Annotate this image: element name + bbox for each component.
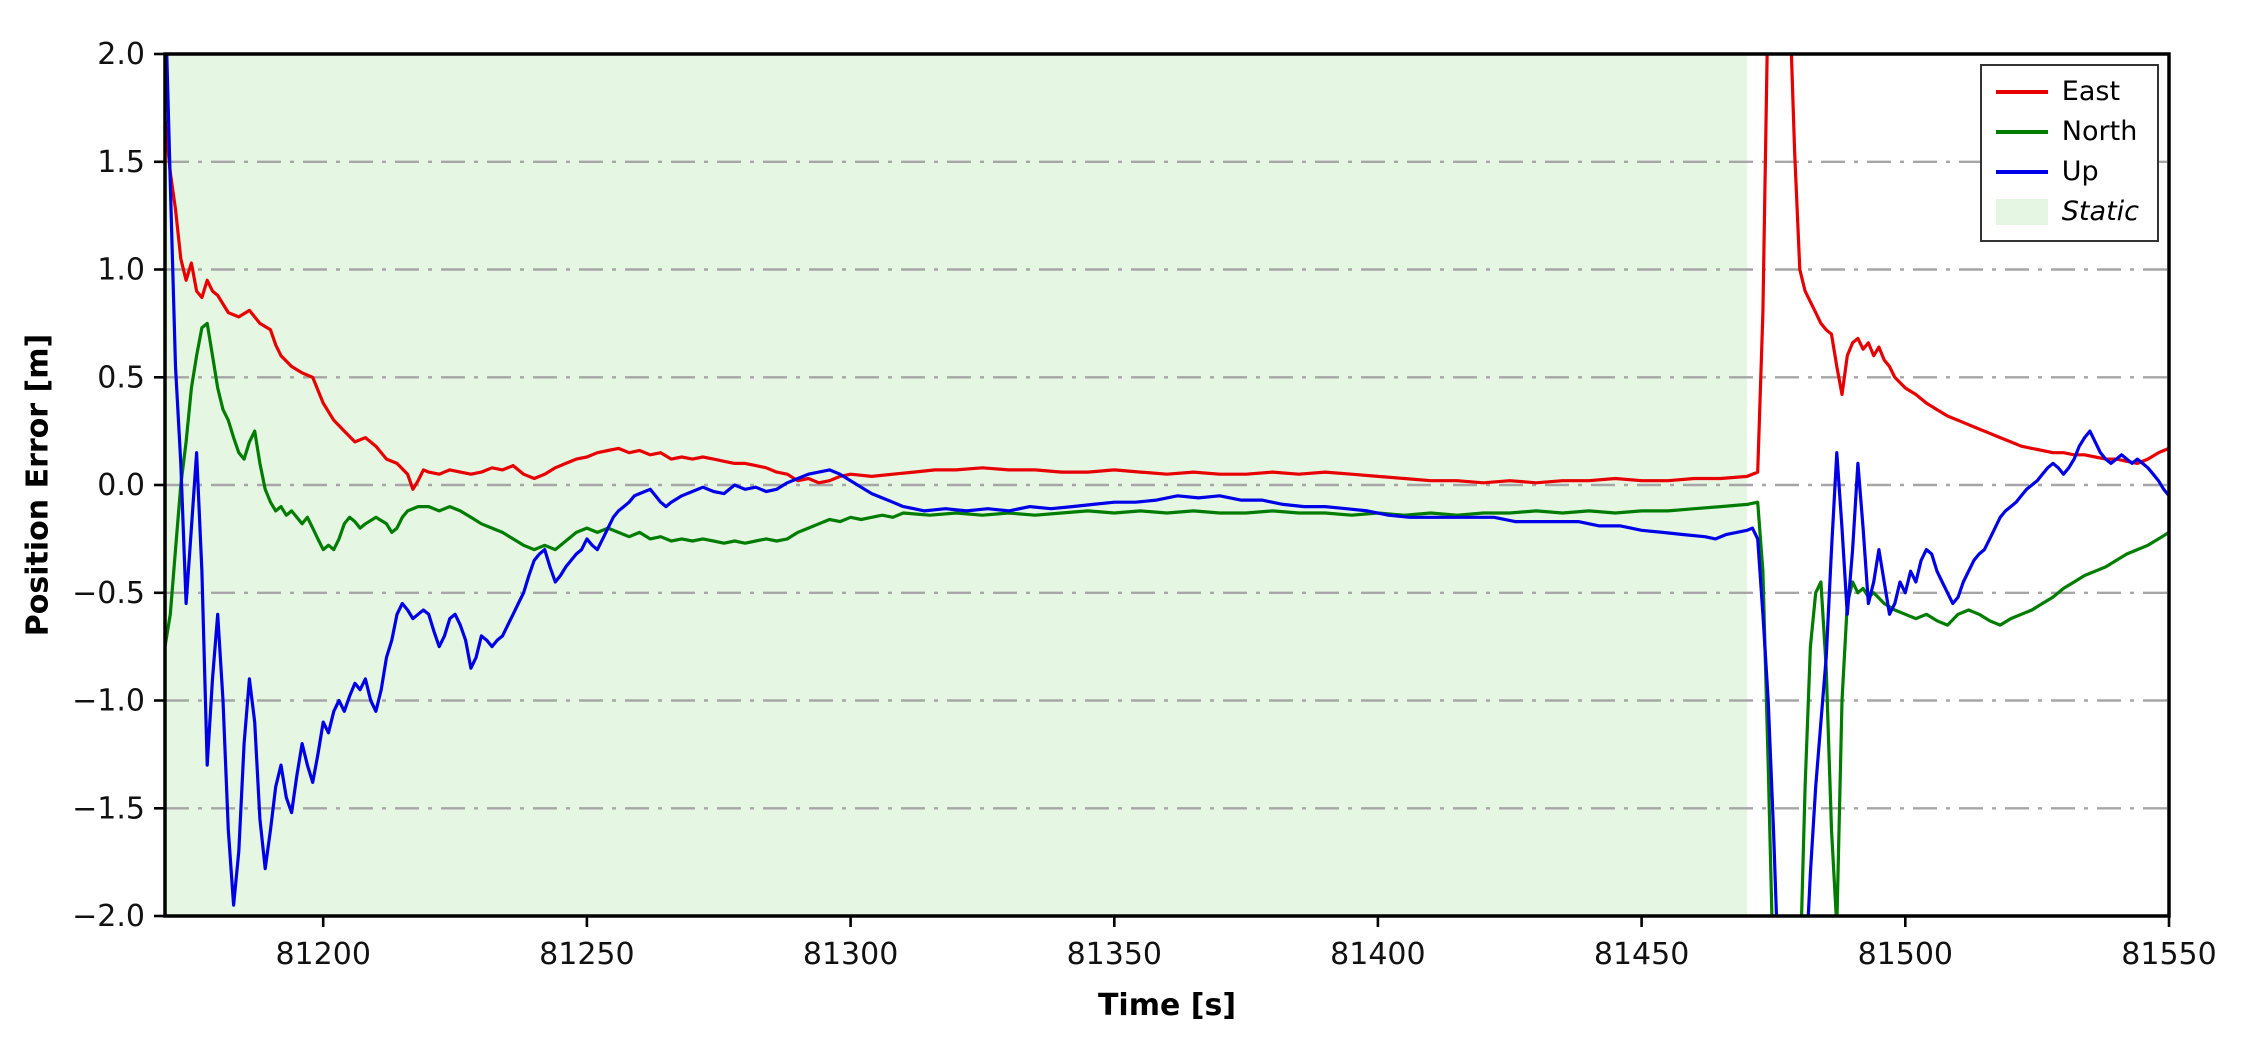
svg-text:−2.0: −2.0 — [72, 899, 145, 934]
legend-label-north: North — [2061, 116, 2138, 147]
up-line-swatch — [1995, 170, 2048, 174]
x-axis-label: Time [s] — [1097, 988, 1237, 1023]
svg-text:81550: 81550 — [2121, 937, 2216, 972]
y-axis-label: Position Error [m] — [20, 333, 56, 637]
svg-text:81350: 81350 — [1067, 937, 1162, 972]
svg-text:81450: 81450 — [1594, 937, 1689, 972]
series-east-line — [165, 54, 2169, 491]
svg-text:81400: 81400 — [1330, 937, 1425, 972]
svg-text:81200: 81200 — [275, 937, 370, 972]
svg-text:−1.5: −1.5 — [72, 791, 145, 826]
east-line-swatch — [1995, 90, 2048, 94]
legend-item-north: North — [1995, 116, 2139, 148]
legend-label-static: Static — [2061, 196, 2139, 227]
legend-item-static: Static — [1995, 196, 2139, 228]
svg-text:−0.5: −0.5 — [72, 576, 145, 611]
legend-label-east: East — [2061, 76, 2121, 107]
svg-text:0.0: 0.0 — [97, 468, 145, 503]
legend-item-up: Up — [1995, 156, 2139, 188]
svg-text:81250: 81250 — [539, 937, 634, 972]
svg-text:2.0: 2.0 — [97, 37, 145, 72]
static-patch-swatch — [1995, 199, 2048, 225]
svg-text:1.5: 1.5 — [97, 145, 145, 180]
svg-text:1.0: 1.0 — [97, 253, 145, 288]
svg-text:81500: 81500 — [1858, 937, 1953, 972]
series-up-line — [165, 54, 2169, 916]
legend-label-up: Up — [2061, 156, 2099, 187]
legend-item-east: East — [1995, 76, 2139, 108]
svg-text:0.5: 0.5 — [97, 360, 145, 395]
svg-text:−1.0: −1.0 — [72, 684, 145, 719]
legend: East North Up Static — [1979, 64, 2159, 242]
svg-text:81300: 81300 — [803, 937, 898, 972]
north-line-swatch — [1995, 130, 2048, 134]
